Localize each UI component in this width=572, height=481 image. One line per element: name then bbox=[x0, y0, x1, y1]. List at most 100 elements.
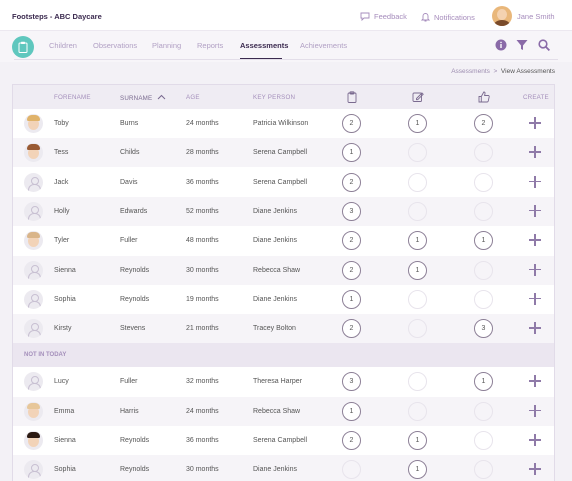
approved-count-badge[interactable] bbox=[474, 431, 493, 450]
assessment-count-badge[interactable]: 2 bbox=[342, 319, 361, 339]
assessments-table: FORENAME SURNAME AGE KEY PERSON CREATE T… bbox=[12, 84, 555, 481]
assessment-count-badge[interactable]: 2 bbox=[342, 114, 361, 133]
approved-count-badge[interactable]: 1 bbox=[474, 231, 493, 251]
edit-count-badge[interactable] bbox=[408, 201, 427, 221]
approved-count-badge[interactable] bbox=[474, 143, 493, 163]
key-person-cell: Rebecca Shaw bbox=[253, 266, 301, 274]
table-row[interactable]: Sophia Reynolds 19 months Diane Jenkins 1 bbox=[13, 285, 554, 314]
create-assessment-button[interactable] bbox=[529, 322, 541, 335]
user-name[interactable]: Jane Smith bbox=[517, 12, 555, 21]
surname-cell: Reynolds bbox=[120, 266, 150, 274]
approved-count-badge[interactable]: 2 bbox=[474, 114, 493, 133]
create-assessment-button[interactable] bbox=[529, 434, 541, 446]
forename-cell: Holly bbox=[54, 207, 70, 215]
edit-count-badge[interactable]: 1 bbox=[408, 260, 427, 280]
assessment-count-badge[interactable]: 2 bbox=[342, 260, 361, 280]
tab-assessments[interactable]: Assessments bbox=[240, 41, 289, 50]
create-assessment-button[interactable] bbox=[529, 117, 541, 129]
assessment-count-badge[interactable]: 2 bbox=[342, 172, 361, 192]
search-icon[interactable] bbox=[537, 38, 551, 52]
key-person-cell: Diane Jenkins bbox=[253, 295, 297, 303]
create-assessment-button[interactable] bbox=[529, 146, 541, 159]
col-key-person[interactable]: KEY PERSON bbox=[253, 94, 296, 101]
avatar bbox=[24, 319, 43, 339]
tab-observations[interactable]: Observations bbox=[93, 41, 138, 50]
col-surname[interactable]: SURNAME bbox=[120, 94, 166, 102]
edit-count-badge[interactable] bbox=[408, 143, 427, 163]
edit-count-badge[interactable]: 1 bbox=[408, 114, 427, 133]
table-row[interactable]: Sienna Reynolds 30 months Rebecca Shaw 2 1 bbox=[13, 255, 554, 285]
tab-children[interactable]: Children bbox=[49, 41, 77, 50]
chat-icon bbox=[360, 12, 370, 21]
edit-count-badge[interactable] bbox=[408, 172, 427, 192]
table-row[interactable]: Tyler Fuller 48 months Diane Jenkins 2 1 1 bbox=[13, 226, 554, 255]
surname-cell: Burns bbox=[120, 120, 139, 127]
assessment-count-badge[interactable] bbox=[342, 460, 361, 480]
table-row[interactable]: Jack Davis 36 months Serena Campbell 2 bbox=[13, 168, 554, 197]
create-assessment-button[interactable] bbox=[529, 263, 541, 276]
edit-count-badge[interactable] bbox=[408, 319, 427, 339]
table-row[interactable]: Tess Childs 28 months Serena Campbell 1 bbox=[13, 138, 554, 168]
age-cell: 52 months bbox=[186, 207, 219, 215]
tab-planning[interactable]: Planning bbox=[152, 41, 182, 50]
assessment-count-badge[interactable]: 1 bbox=[342, 401, 361, 421]
edit-count-badge[interactable]: 1 bbox=[408, 231, 427, 251]
table-row[interactable]: Sophia Reynolds 30 months Diane Jenkins 1 bbox=[13, 455, 554, 481]
age-cell: 24 months bbox=[186, 407, 219, 415]
edit-count-badge[interactable]: 1 bbox=[408, 460, 427, 480]
edit-count-badge[interactable] bbox=[408, 401, 427, 421]
assessment-count-badge[interactable]: 3 bbox=[342, 372, 361, 392]
approved-count-badge[interactable] bbox=[474, 201, 493, 221]
approved-count-badge[interactable] bbox=[474, 401, 493, 421]
user-avatar[interactable] bbox=[492, 6, 512, 26]
approved-count-badge[interactable] bbox=[474, 460, 493, 480]
create-assessment-button[interactable] bbox=[529, 175, 541, 188]
col-forename[interactable]: FORENAME bbox=[54, 94, 91, 101]
assessment-count-badge[interactable]: 2 bbox=[342, 231, 361, 251]
feedback-link[interactable]: Feedback bbox=[360, 12, 407, 21]
breadcrumb-parent[interactable]: Assessments bbox=[451, 68, 490, 75]
approved-count-badge[interactable] bbox=[474, 172, 493, 192]
assessment-count-badge[interactable]: 2 bbox=[342, 431, 361, 450]
create-assessment-button[interactable] bbox=[529, 404, 541, 417]
approved-count-badge[interactable]: 1 bbox=[474, 372, 493, 392]
table-row[interactable]: Holly Edwards 52 months Diane Jenkins 3 bbox=[13, 196, 554, 226]
breadcrumb: Assessments > View Assessments bbox=[451, 68, 555, 75]
table-row[interactable]: Kirsty Stevens 21 months Tracey Bolton 2 3 bbox=[13, 314, 554, 344]
edit-count-badge[interactable]: 1 bbox=[408, 431, 427, 450]
nav-divider bbox=[14, 59, 558, 60]
create-assessment-button[interactable] bbox=[529, 234, 541, 247]
assessment-count-badge[interactable]: 3 bbox=[342, 201, 361, 221]
table-row[interactable]: Lucy Fuller 32 months Theresa Harper 3 1 bbox=[13, 367, 554, 396]
create-assessment-button[interactable] bbox=[529, 204, 541, 217]
filter-icon[interactable] bbox=[515, 38, 529, 52]
table-row[interactable]: Sienna Reynolds 36 months Serena Campbell 2 1 bbox=[13, 426, 554, 455]
assessment-count-badge[interactable]: 1 bbox=[342, 289, 361, 309]
info-icon[interactable] bbox=[494, 38, 508, 52]
edit-count-badge[interactable] bbox=[408, 372, 427, 392]
surname-cell: Reynolds bbox=[120, 295, 150, 303]
tab-achievements[interactable]: Achievements bbox=[300, 41, 348, 50]
forename-cell: Sophia bbox=[54, 295, 76, 303]
tab-reports[interactable]: Reports bbox=[197, 41, 224, 50]
create-assessment-button[interactable] bbox=[529, 292, 541, 305]
forename-cell: Tyler bbox=[54, 237, 70, 245]
forename-cell: Sienna bbox=[54, 437, 76, 444]
approved-count-badge[interactable] bbox=[474, 260, 493, 280]
clipboard-icon[interactable] bbox=[12, 36, 34, 58]
approved-count-badge[interactable] bbox=[474, 289, 493, 309]
avatar bbox=[24, 431, 43, 450]
assessment-count-badge[interactable]: 1 bbox=[342, 143, 361, 163]
table-row[interactable]: Emma Harris 24 months Rebecca Shaw 1 bbox=[13, 396, 554, 426]
age-cell: 21 months bbox=[186, 325, 219, 333]
approved-count-badge[interactable]: 3 bbox=[474, 319, 493, 339]
col-age[interactable]: AGE bbox=[186, 94, 200, 101]
table-row[interactable]: Toby Burns 24 months Patricia Wilkinson 2 1 2 bbox=[13, 109, 554, 138]
create-assessment-button[interactable] bbox=[529, 463, 541, 476]
top-bar: Footsteps - ABC Daycare Feedback Notific… bbox=[0, 0, 572, 31]
edit-count-badge[interactable] bbox=[408, 289, 427, 309]
surname-cell: Reynolds bbox=[120, 437, 150, 444]
create-assessment-button[interactable] bbox=[529, 375, 541, 388]
notifications-link[interactable]: Notifications bbox=[421, 12, 475, 22]
surname-cell: Fuller bbox=[120, 237, 138, 245]
